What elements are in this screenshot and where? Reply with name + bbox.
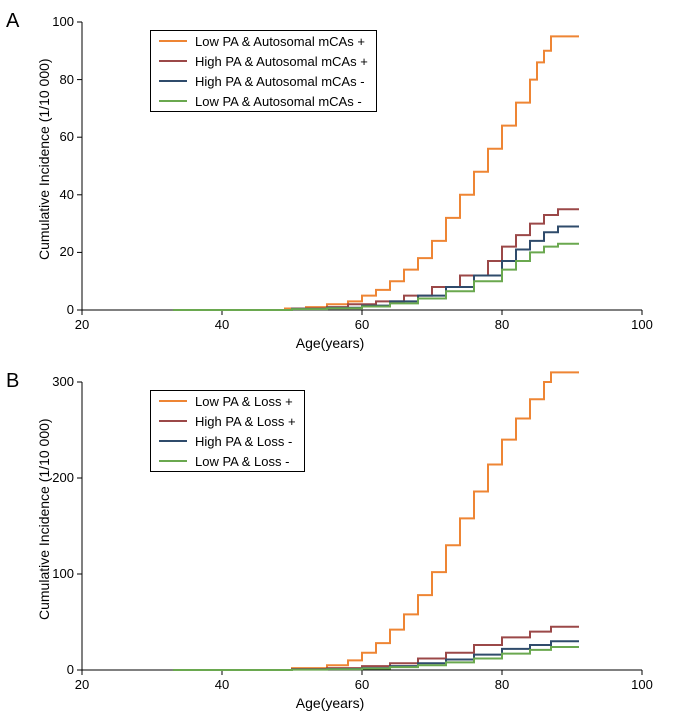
legend-label: Low PA & Loss - bbox=[195, 454, 289, 469]
y-tick-label: 100 bbox=[52, 566, 74, 581]
x-tick-label: 60 bbox=[350, 677, 374, 692]
legend-label: Low PA & Loss + bbox=[195, 394, 293, 409]
legend-swatch bbox=[159, 420, 187, 422]
legend-swatch bbox=[159, 460, 187, 462]
x-tick-label: 80 bbox=[490, 677, 514, 692]
legend-swatch bbox=[159, 440, 187, 442]
figure: 20406080100020406080100ACumulative Incid… bbox=[0, 0, 675, 721]
x-axis-label: Age(years) bbox=[270, 695, 390, 711]
y-tick-label: 0 bbox=[67, 662, 74, 677]
y-tick-label: 300 bbox=[52, 374, 74, 389]
legend-item: High PA & Loss - bbox=[151, 431, 304, 451]
legend-item: Low PA & Loss - bbox=[151, 451, 304, 471]
y-tick-label: 200 bbox=[52, 470, 74, 485]
x-tick-label: 40 bbox=[210, 677, 234, 692]
legend-item: High PA & Loss + bbox=[151, 411, 304, 431]
legend-label: High PA & Loss + bbox=[195, 414, 296, 429]
x-tick-label: 20 bbox=[70, 677, 94, 692]
legend-label: High PA & Loss - bbox=[195, 434, 292, 449]
panel-label-B: B bbox=[6, 370, 19, 393]
legend: Low PA & Loss + High PA & Loss + High PA &… bbox=[150, 390, 305, 472]
x-tick-label: 100 bbox=[630, 677, 654, 692]
panel-B-svg bbox=[0, 0, 675, 721]
legend-swatch bbox=[159, 400, 187, 402]
legend-item: Low PA & Loss + bbox=[151, 391, 304, 411]
y-axis-label: Cumulative Incidence (1/10 000) bbox=[36, 418, 52, 620]
